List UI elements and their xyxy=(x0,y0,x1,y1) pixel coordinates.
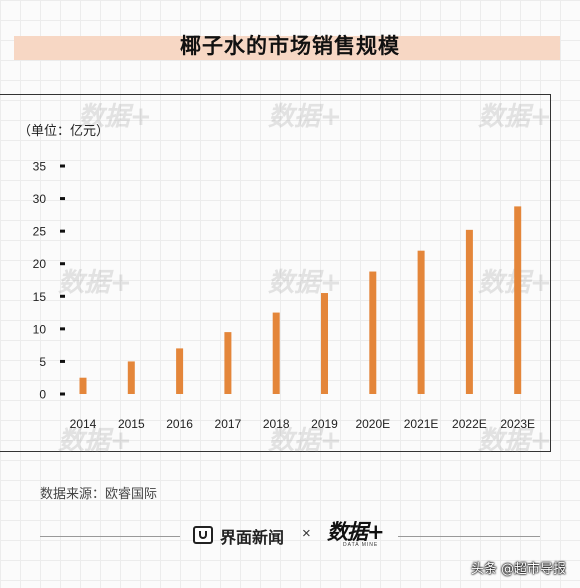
bar-2023E xyxy=(514,206,522,394)
x-tick-label: 2014 xyxy=(70,417,97,431)
x-tick-label: 2020E xyxy=(355,417,390,431)
bar-2020E xyxy=(369,271,377,394)
bar-2015 xyxy=(127,361,135,394)
source-note: 数据来源：欧睿国际 xyxy=(40,487,158,502)
y-tick-label: 0 xyxy=(39,388,46,402)
y-tick-label: 15 xyxy=(33,290,47,304)
y-tick-label: 35 xyxy=(33,160,47,174)
x-tick-label: 2015 xyxy=(118,417,145,431)
jiemian-logo-icon xyxy=(193,526,213,544)
x-tick-label: 2019 xyxy=(311,417,338,431)
bar-2014 xyxy=(79,377,87,394)
footer-rule-left xyxy=(40,536,180,537)
frame-right-rule xyxy=(550,94,551,452)
y-tick-mark xyxy=(60,327,65,331)
chart-title: 椰子水的市场销售规模 xyxy=(180,34,400,58)
frame-top-rule xyxy=(0,94,551,95)
data-mine-subtitle: DATA MINE xyxy=(343,542,379,548)
bar-2019 xyxy=(321,293,328,394)
y-tick-mark xyxy=(60,229,65,233)
times-sign: × xyxy=(302,525,311,542)
data-mine-logo: 数据+ xyxy=(327,519,385,544)
y-tick-mark xyxy=(60,359,65,363)
attribution-text: 头条 @超市导报 xyxy=(470,562,566,577)
y-tick-mark xyxy=(60,294,65,298)
x-tick-label: 2023E xyxy=(500,417,535,431)
bar-2021E xyxy=(417,250,425,394)
y-tick-label: 30 xyxy=(33,192,47,206)
y-tick-label: 10 xyxy=(33,322,47,336)
bar-2017 xyxy=(224,332,232,394)
bar-2016 xyxy=(176,348,184,394)
unit-label: （单位：亿元） xyxy=(18,124,110,139)
y-tick-mark xyxy=(60,392,65,396)
x-tick-label: 2021E xyxy=(404,417,439,431)
brand-name: 界面新闻 xyxy=(220,528,285,547)
bar-2022E xyxy=(465,229,473,394)
x-tick-label: 2016 xyxy=(166,417,193,431)
x-tick-label: 2018 xyxy=(263,417,290,431)
frame-bottom-rule xyxy=(0,451,551,452)
y-tick-label: 25 xyxy=(33,225,47,239)
y-tick-label: 20 xyxy=(33,257,47,271)
y-tick-mark xyxy=(60,197,65,201)
y-tick-mark xyxy=(60,262,65,266)
x-tick-label: 2017 xyxy=(215,417,242,431)
bar-2018 xyxy=(272,312,280,394)
title-highlight-bar xyxy=(14,36,560,60)
y-tick-label: 5 xyxy=(39,355,46,369)
y-tick-mark xyxy=(60,164,65,168)
footer-rule-right xyxy=(398,536,540,537)
x-tick-label: 2022E xyxy=(452,417,487,431)
